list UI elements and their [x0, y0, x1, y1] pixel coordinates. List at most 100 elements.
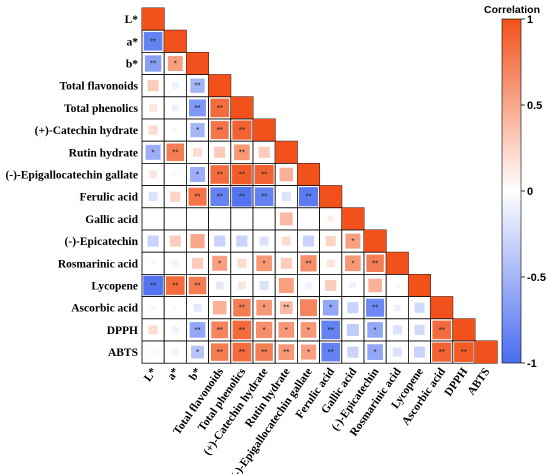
cell-value-15-9 [347, 346, 359, 358]
significance-14-4: ** [239, 326, 245, 335]
column-label-14: DPPH [443, 366, 471, 399]
row-label-2: b* [126, 59, 138, 71]
significance-11-10: ** [372, 259, 378, 268]
colorbar: Correlation 1 0.5 0 -0.5 -1 [484, 4, 546, 370]
significance-14-10: * [374, 326, 377, 335]
significance-6-4: ** [239, 148, 245, 157]
cell-value-11-7 [300, 255, 317, 272]
cell-value-1-0 [143, 31, 163, 51]
cell-value-7-3 [210, 165, 230, 184]
cell-value-10-8 [325, 236, 336, 247]
significance-12-2: ** [194, 282, 200, 291]
significance-14-7: * [307, 326, 310, 335]
cell-value-15-2 [191, 345, 204, 359]
significance-14-13: ** [439, 326, 445, 335]
cell-value-15-8 [321, 342, 341, 362]
cell-value-15-4 [232, 342, 252, 362]
cell-frame-9-1 [163, 207, 187, 231]
cell-value-11-1 [172, 260, 179, 267]
column-label-15: ABTS [465, 366, 492, 397]
cell-value-15-14 [454, 342, 474, 362]
row-label-12: Lycopene [91, 281, 138, 293]
cell-value-10-3 [214, 235, 226, 247]
cell-value-13-9 [347, 302, 359, 314]
significance-3-2: ** [194, 82, 200, 91]
significance-11-5: * [263, 259, 266, 268]
colorbar-tick-4: -1 [527, 358, 537, 370]
cell-value-9-8 [327, 215, 334, 223]
cell-value-14-2 [189, 322, 206, 338]
significance-14-6: * [285, 326, 288, 335]
cell-value-10-5 [259, 236, 269, 246]
significance-8-3: ** [217, 193, 223, 202]
significance-12-1: ** [172, 282, 178, 291]
cell-value-15-11 [392, 347, 402, 357]
cell-value-12-11 [395, 283, 400, 288]
cell-value-12-4 [237, 281, 246, 290]
row-label-5: (+)-Catechin hydrate [35, 125, 138, 137]
cell-value-12-3 [215, 281, 224, 290]
colorbar-title: Correlation [484, 4, 540, 16]
cell-value-5-0 [148, 125, 158, 135]
cell-value-4-0 [149, 103, 158, 112]
colorbar-tick-2: 0 [527, 186, 533, 198]
significance-4-3: ** [217, 104, 223, 113]
row-label-3: Total flavonoids [59, 81, 138, 93]
cell-value-10-2 [190, 233, 205, 249]
significance-15-6: ** [283, 348, 289, 357]
cell-value-5-2 [190, 122, 205, 138]
cell-value-13-2 [193, 303, 202, 312]
cell-value-3-3 [208, 74, 231, 97]
cell-value-6-1 [166, 143, 185, 162]
cell-value-15-12 [413, 346, 426, 358]
cell-value-14-3 [211, 321, 229, 339]
cell-value-5-1 [173, 127, 178, 133]
row-label-14: DPPH [107, 325, 138, 337]
cell-value-10-9 [345, 233, 361, 249]
cell-value-10-10 [364, 230, 387, 253]
cell-value-4-2 [189, 99, 206, 117]
cell-value-4-4 [230, 96, 253, 119]
significance-14-3: ** [217, 326, 223, 335]
significance-11-3: * [218, 259, 221, 268]
cell-value-14-8 [321, 320, 341, 340]
cell-value-14-14 [452, 318, 475, 341]
cell-value-12-12 [408, 274, 431, 297]
cell-value-12-9 [349, 282, 357, 289]
colorbar-gradient [501, 18, 522, 364]
cell-value-2-2 [186, 52, 209, 75]
cell-value-9-6 [279, 212, 293, 226]
cell-value-13-11 [394, 304, 401, 311]
significance-14-8: ** [328, 326, 334, 335]
cell-value-10-7 [302, 235, 315, 247]
cell-value-10-0 [147, 235, 159, 247]
significance-1-0: ** [150, 37, 156, 46]
cell-value-12-0 [143, 275, 163, 296]
cell-value-12-1 [165, 276, 185, 295]
cell-value-10-6 [281, 236, 291, 246]
cell-value-14-5 [255, 321, 273, 339]
significance-5-4: ** [239, 126, 245, 135]
cell-value-8-0 [148, 192, 158, 202]
significance-5-2: * [196, 126, 199, 135]
row-labels: L* a* b* Total flavonoids Total phenolics (+)… [5, 14, 138, 359]
significance-6-1: ** [172, 148, 178, 157]
cell-value-13-8 [322, 299, 339, 316]
significance-13-8: * [329, 304, 332, 313]
cell-value-14-0 [148, 325, 158, 335]
cell-value-3-0 [147, 80, 159, 92]
cell-value-6-4 [234, 144, 250, 161]
cell-value-4-1 [172, 104, 179, 112]
cell-value-15-6 [278, 344, 295, 360]
cell-frame-9-3 [208, 207, 232, 231]
significance-10-9: * [351, 237, 354, 246]
cell-value-13-6 [279, 301, 293, 315]
cell-value-7-5 [254, 164, 274, 185]
cell-value-10-4 [236, 235, 248, 247]
significance-15-2: * [196, 348, 199, 357]
cell-frame-9-7 [296, 207, 320, 231]
significance-15-10: * [374, 348, 377, 357]
cell-value-15-0 [150, 349, 156, 355]
significance-7-2: * [196, 171, 199, 180]
